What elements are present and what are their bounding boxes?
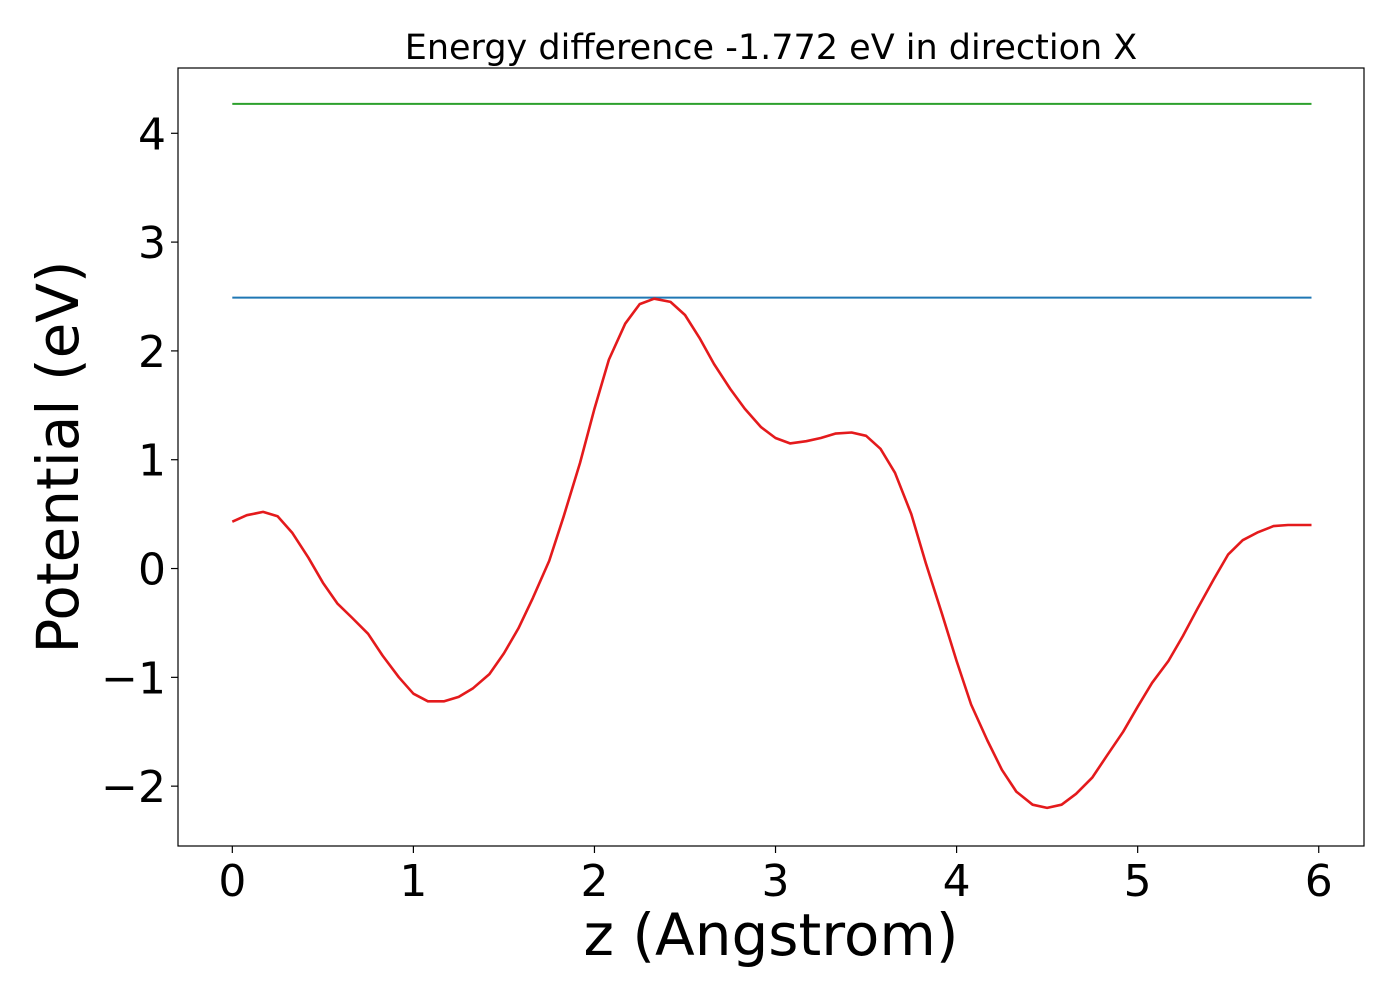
x-tick-label: 3: [762, 856, 790, 907]
x-tick-label: 6: [1305, 856, 1333, 907]
x-tick-label: 2: [580, 856, 608, 907]
y-tick-label: 0: [138, 545, 166, 596]
y-tick-label: −2: [101, 762, 166, 813]
y-axis-label: Potential (eV): [24, 260, 92, 653]
y-tick-label: 1: [138, 436, 166, 487]
y-tick-label: 4: [138, 109, 166, 160]
plot-area: [177, 67, 1365, 847]
x-tick-label: 0: [218, 856, 246, 907]
y-axis-ticks: −2 −1 0 1 2 3 4: [101, 109, 178, 813]
x-axis-label: z (Angstrom): [584, 901, 959, 969]
y-tick-label: 3: [138, 218, 166, 269]
x-tick-label: 1: [399, 856, 427, 907]
x-tick-label: 4: [943, 856, 971, 907]
x-tick-label: 5: [1124, 856, 1152, 907]
y-tick-label: 2: [138, 327, 166, 378]
y-tick-label: −1: [101, 653, 166, 704]
series-line-3: [231, 297, 1312, 810]
x-axis-ticks: 0 1 2 3 4 5 6: [218, 846, 1333, 907]
chart-title: Energy difference -1.772 eV in direction…: [405, 28, 1138, 68]
series-layer: [231, 102, 1312, 810]
